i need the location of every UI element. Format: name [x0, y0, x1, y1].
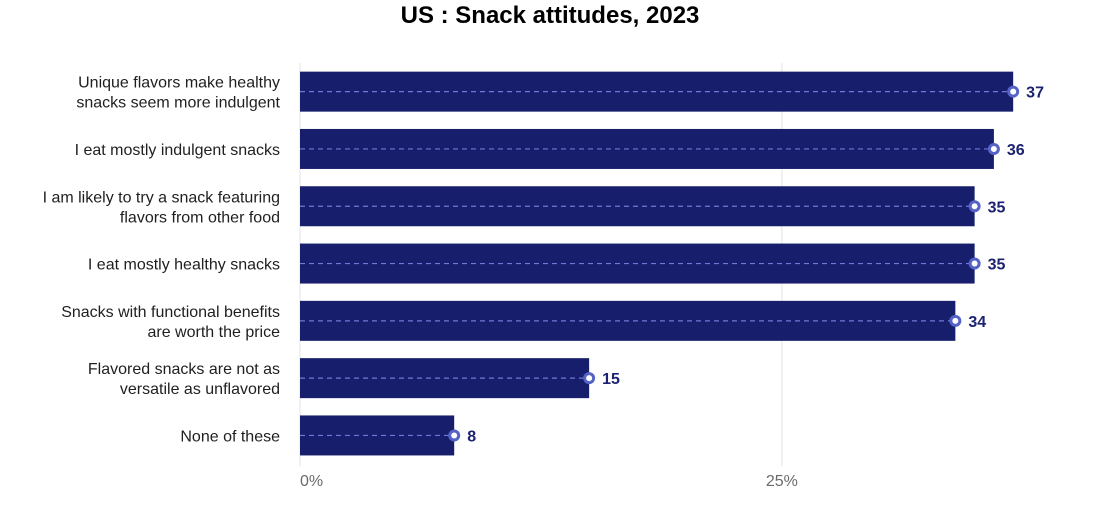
category-label: Flavored snacks are not as	[88, 361, 280, 378]
bar-end-marker	[448, 429, 461, 442]
data-label: 8	[467, 428, 476, 445]
category-label: versatile as unflavored	[120, 381, 280, 398]
category-label: I eat mostly indulgent snacks	[75, 142, 280, 159]
bar-end-marker	[987, 142, 1000, 155]
category-label: Snacks with functional benefits	[61, 304, 280, 321]
chart-title: US : Snack attitudes, 2023	[400, 2, 700, 29]
category-label: are worth the price	[147, 324, 280, 341]
data-label: 34	[968, 314, 986, 331]
bar-end-marker	[583, 372, 596, 385]
data-label: 15	[602, 371, 620, 388]
bar-end-marker	[949, 314, 962, 327]
bar-end-marker	[968, 200, 981, 213]
bar-end-marker	[968, 257, 981, 270]
bar-end-marker	[1007, 85, 1020, 98]
category-label: None of these	[180, 428, 280, 445]
x-tick-label: 25%	[766, 473, 798, 490]
data-label: 37	[1026, 85, 1044, 102]
category-label: I eat mostly healthy snacks	[88, 257, 280, 274]
data-label: 36	[1007, 142, 1025, 159]
category-label: snacks seem more indulgent	[76, 95, 280, 112]
category-label: Unique flavors make healthy	[78, 75, 280, 92]
category-label: I am likely to try a snack featuring	[43, 189, 280, 206]
data-label: 35	[988, 199, 1006, 216]
bar	[300, 415, 455, 456]
x-tick-label: 0%	[300, 473, 323, 490]
category-label: flavors from other food	[120, 209, 280, 226]
data-label: 35	[988, 257, 1006, 274]
